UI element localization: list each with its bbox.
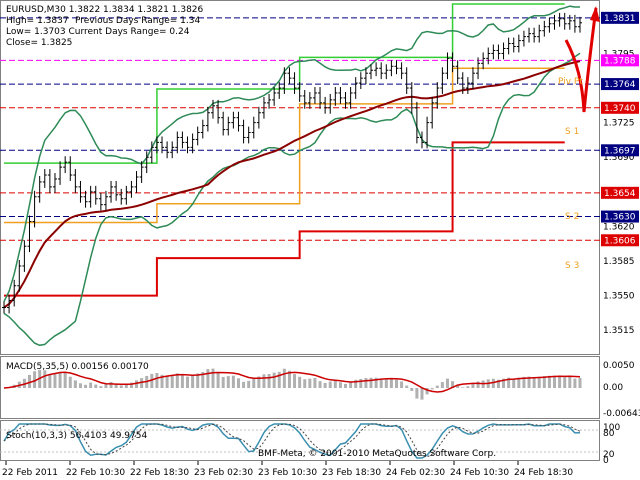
level-label: 1.3788	[604, 56, 636, 66]
level-label-bg	[601, 101, 639, 114]
close-text: Close= 1.3825	[6, 38, 72, 48]
time-label: 24 Feb 10:30	[450, 468, 509, 478]
svg-text:0: 0	[603, 456, 609, 466]
svg-text:0.00: 0.00	[603, 383, 623, 393]
time-label: 24 Feb 02:30	[386, 468, 445, 478]
macd-axis: 0.0050 0.00 -0.00643	[603, 361, 640, 419]
time-label: 23 Feb 02:30	[194, 468, 253, 478]
arrow-head-icon	[590, 6, 600, 22]
pivot-label-s2: S 2	[565, 212, 579, 222]
macd-indicator	[3, 368, 582, 400]
time-axis: 22 Feb 2011 22 Feb 10:30 22 Feb 18:30 23 Fe…	[2, 461, 573, 478]
low-current-text: Low= 1.3703 Current Days Range= 0.24	[6, 27, 190, 37]
symbol-line: EURUSD,M30 1.3822 1.3834 1.3821 1.3826	[6, 5, 204, 15]
level-label-bg	[601, 234, 639, 247]
level-label: 1.3606	[604, 236, 636, 246]
level-label-bg	[601, 186, 639, 199]
time-label: 23 Feb 18:30	[322, 468, 381, 478]
moving-average-line	[3, 60, 581, 309]
svg-text:0.0050: 0.0050	[603, 361, 635, 371]
price-tick-label: 1.3550	[603, 292, 635, 302]
level-label: 1.3697	[604, 146, 636, 156]
price-series	[2, 12, 582, 314]
price-tick-label: 1.3620	[603, 222, 635, 232]
time-label: 24 Feb 18:30	[514, 468, 573, 478]
level-label: 1.3831	[604, 14, 636, 24]
svg-text:20: 20	[603, 450, 615, 460]
stochastic-indicator	[0, 423, 600, 459]
level-label: 1.3654	[604, 189, 636, 199]
svg-text:-0.00643: -0.00643	[603, 409, 640, 419]
pivot-step-line	[4, 67, 565, 224]
time-label: 22 Feb 10:30	[66, 468, 125, 478]
level-label-bg	[601, 144, 639, 157]
macd-signal-line	[3, 371, 581, 393]
svg-text:80: 80	[603, 429, 615, 439]
level-label-bg	[601, 210, 639, 223]
macd-label: MACD(5,35,5) 0.00156 0.00170	[6, 362, 149, 372]
price-tick-label: 1.3515	[603, 326, 635, 336]
prev-range-text: Previous Days Range= 1.34	[75, 16, 200, 26]
price-tick-label: 1.3585	[603, 257, 635, 267]
price-tick-label: 1.3725	[603, 119, 635, 129]
level-label: 1.3630	[604, 213, 636, 223]
copyright-text: BMF-Meta, © 2001-2010 MetaQuotes Softwar…	[258, 449, 496, 459]
high-text: High= 1.3837	[6, 16, 69, 26]
bollinger-bands	[3, 5, 581, 347]
level-label-bg	[601, 54, 639, 67]
time-label: 22 Feb 2011	[2, 468, 58, 478]
upper-band-line	[3, 5, 580, 302]
price-tick-label: 1.3690	[603, 153, 635, 163]
level-label-bg	[601, 11, 639, 24]
stoch-main-line	[3, 423, 581, 459]
pane-frames	[0, 0, 600, 461]
price-axis: 1.37951.37251.36901.36201.35851.35501.35…	[601, 11, 639, 336]
pivot-label-pp: Piv Pt	[558, 77, 583, 87]
pivot-label-s3: S 3	[565, 261, 579, 271]
moving-average	[3, 60, 581, 309]
lower-band-line	[3, 52, 581, 347]
time-label: 23 Feb 10:30	[258, 468, 317, 478]
level-label: 1.3740	[604, 104, 636, 114]
chart-header: EURUSD,M30 1.3822 1.3834 1.3821 1.3826 H…	[6, 5, 204, 48]
svg-text:100: 100	[603, 423, 620, 433]
pivot-labels: Piv Pt S 1 S 2 S 3	[558, 77, 583, 271]
level-label-bg	[601, 78, 639, 91]
support-step-line	[4, 141, 565, 297]
stoch-label: Stoch(10,3,3) 56.4103 49.9754	[6, 431, 147, 441]
time-label: 22 Feb 18:30	[130, 468, 189, 478]
pivot-label-s1: S 1	[565, 127, 579, 137]
level-label: 1.3764	[604, 80, 636, 90]
stoch-axis: 100 80 20 0	[603, 423, 620, 466]
forecast-arrow-icon	[564, 7, 598, 113]
